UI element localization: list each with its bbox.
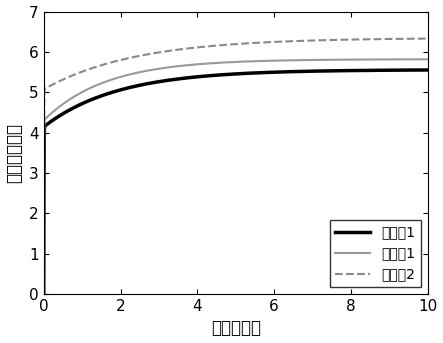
Y-axis label: 电阵（欧姆）: 电阵（欧姆） <box>6 123 23 183</box>
比较例2 <box>202 45 207 49</box>
实施例1 <box>42 131 47 135</box>
比较例2 <box>226 43 231 47</box>
Line: 比较例2: 比较例2 <box>44 38 428 294</box>
比较例2 <box>299 39 304 43</box>
实施例1 <box>226 72 231 76</box>
实施例1 <box>90 97 96 101</box>
比较例1 <box>41 292 47 296</box>
比较例1 <box>226 60 231 64</box>
Line: 实施例1: 实施例1 <box>44 70 428 294</box>
比较例1 <box>299 58 304 62</box>
实施例1 <box>425 68 431 72</box>
比较例2 <box>42 96 47 100</box>
比较例2 <box>425 36 431 40</box>
比较例1 <box>90 85 96 89</box>
Line: 比较例1: 比较例1 <box>44 59 428 294</box>
实施例1 <box>399 68 404 72</box>
比较例2 <box>399 37 404 41</box>
比较例1 <box>425 57 431 61</box>
实施例1 <box>202 74 207 78</box>
比较例2 <box>41 292 47 296</box>
比较例2 <box>90 66 96 70</box>
X-axis label: 时间（秒）: 时间（秒） <box>211 319 261 338</box>
Legend: 实施例1, 比较例1, 比较例2: 实施例1, 比较例1, 比较例2 <box>330 220 421 287</box>
实施例1 <box>299 69 304 73</box>
比较例1 <box>42 125 47 129</box>
比较例1 <box>399 57 404 61</box>
实施例1 <box>41 292 47 296</box>
比较例1 <box>202 62 207 66</box>
